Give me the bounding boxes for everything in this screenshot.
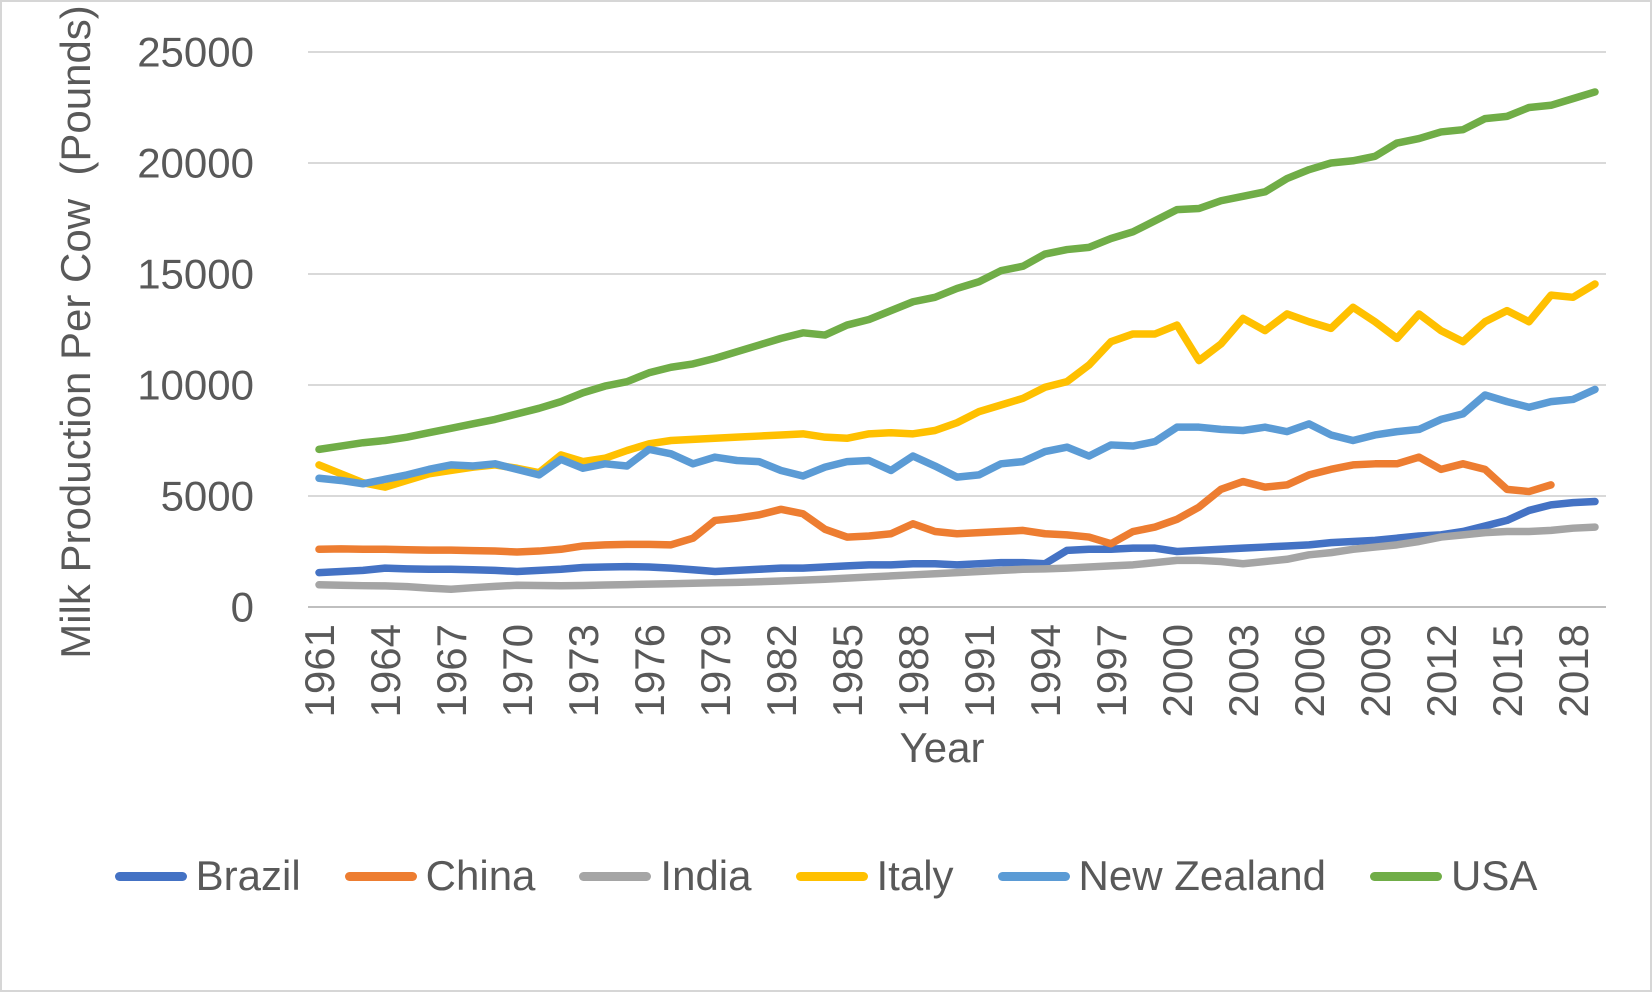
legend-label-brazil: Brazil xyxy=(195,852,301,899)
y-tick-label: 5000 xyxy=(161,473,254,520)
legend-item-brazil: Brazil xyxy=(114,852,301,900)
series-line-india xyxy=(315,523,1599,593)
x-tick-label: 1994 xyxy=(1022,624,1069,717)
series-line-brazil xyxy=(315,497,1599,577)
x-tick-label: 1979 xyxy=(692,624,739,717)
x-tick-label: 2003 xyxy=(1220,624,1267,717)
x-tick-label: 1970 xyxy=(494,624,541,717)
x-tick-label: 1997 xyxy=(1088,624,1135,717)
x-tick-label: 2015 xyxy=(1484,624,1531,717)
chart-legend: Brazil China India Italy New Zealand USA xyxy=(2,844,1650,908)
legend-line-swatch-china xyxy=(344,871,417,881)
legend-item-usa: USA xyxy=(1370,852,1537,900)
x-tick-label: 1988 xyxy=(890,624,937,717)
legend-line-swatch-brazil xyxy=(114,871,187,881)
x-axis-tick-labels: 1961 1964 1967 1970 1973 1976 1979 1982 1985 1988… xyxy=(296,624,1597,717)
legend-line-swatch-usa xyxy=(1370,871,1442,881)
legend-item-italy: Italy xyxy=(795,852,954,900)
legend-label-italy: Italy xyxy=(876,852,954,899)
series-line-usa xyxy=(315,88,1599,454)
y-tick-label: 15000 xyxy=(137,251,254,298)
x-tick-label: 1982 xyxy=(758,624,805,717)
x-tick-label: 1976 xyxy=(626,624,673,717)
x-tick-label: 2009 xyxy=(1352,624,1399,717)
x-tick-label: 2018 xyxy=(1550,624,1597,717)
y-tick-label: 10000 xyxy=(137,362,254,409)
x-tick-label: 2000 xyxy=(1154,624,1201,717)
legend-label-india: India xyxy=(660,852,752,899)
x-tick-label: 2012 xyxy=(1418,624,1465,717)
y-tick-label: 20000 xyxy=(137,140,254,187)
legend-label-china: China xyxy=(425,852,536,899)
legend-item-china: China xyxy=(344,852,536,900)
x-tick-label: 1967 xyxy=(428,624,475,717)
series-lines xyxy=(315,88,1599,593)
legend-item-india: India xyxy=(579,852,752,900)
series-line-new-zealand xyxy=(315,385,1599,488)
legend-label-usa: USA xyxy=(1451,852,1538,899)
x-tick-label: 1985 xyxy=(824,624,871,717)
y-axis-title: Milk Production Per Cow (Pounds) xyxy=(52,5,99,659)
x-tick-label: 1991 xyxy=(956,624,1003,717)
x-tick-label: 1973 xyxy=(560,624,607,717)
legend-line-swatch-new-zealand xyxy=(997,871,1070,881)
series-line-china xyxy=(315,453,1555,556)
legend-label-new-zealand: New Zealand xyxy=(1078,852,1326,899)
x-tick-label: 2006 xyxy=(1286,624,1333,717)
legend-line-swatch-india xyxy=(579,871,652,881)
legend-line-swatch-italy xyxy=(795,871,868,881)
legend-item-new-zealand: New Zealand xyxy=(997,852,1326,900)
gridlines xyxy=(308,51,1606,608)
x-tick-label: 1964 xyxy=(362,624,409,717)
y-tick-label: 25000 xyxy=(137,29,254,76)
x-tick-label: 1961 xyxy=(296,624,343,717)
x-axis-title: Year xyxy=(900,724,985,771)
y-axis-tick-labels: 0 5000 10000 15000 20000 25000 xyxy=(137,29,254,631)
y-tick-label: 0 xyxy=(231,584,254,631)
